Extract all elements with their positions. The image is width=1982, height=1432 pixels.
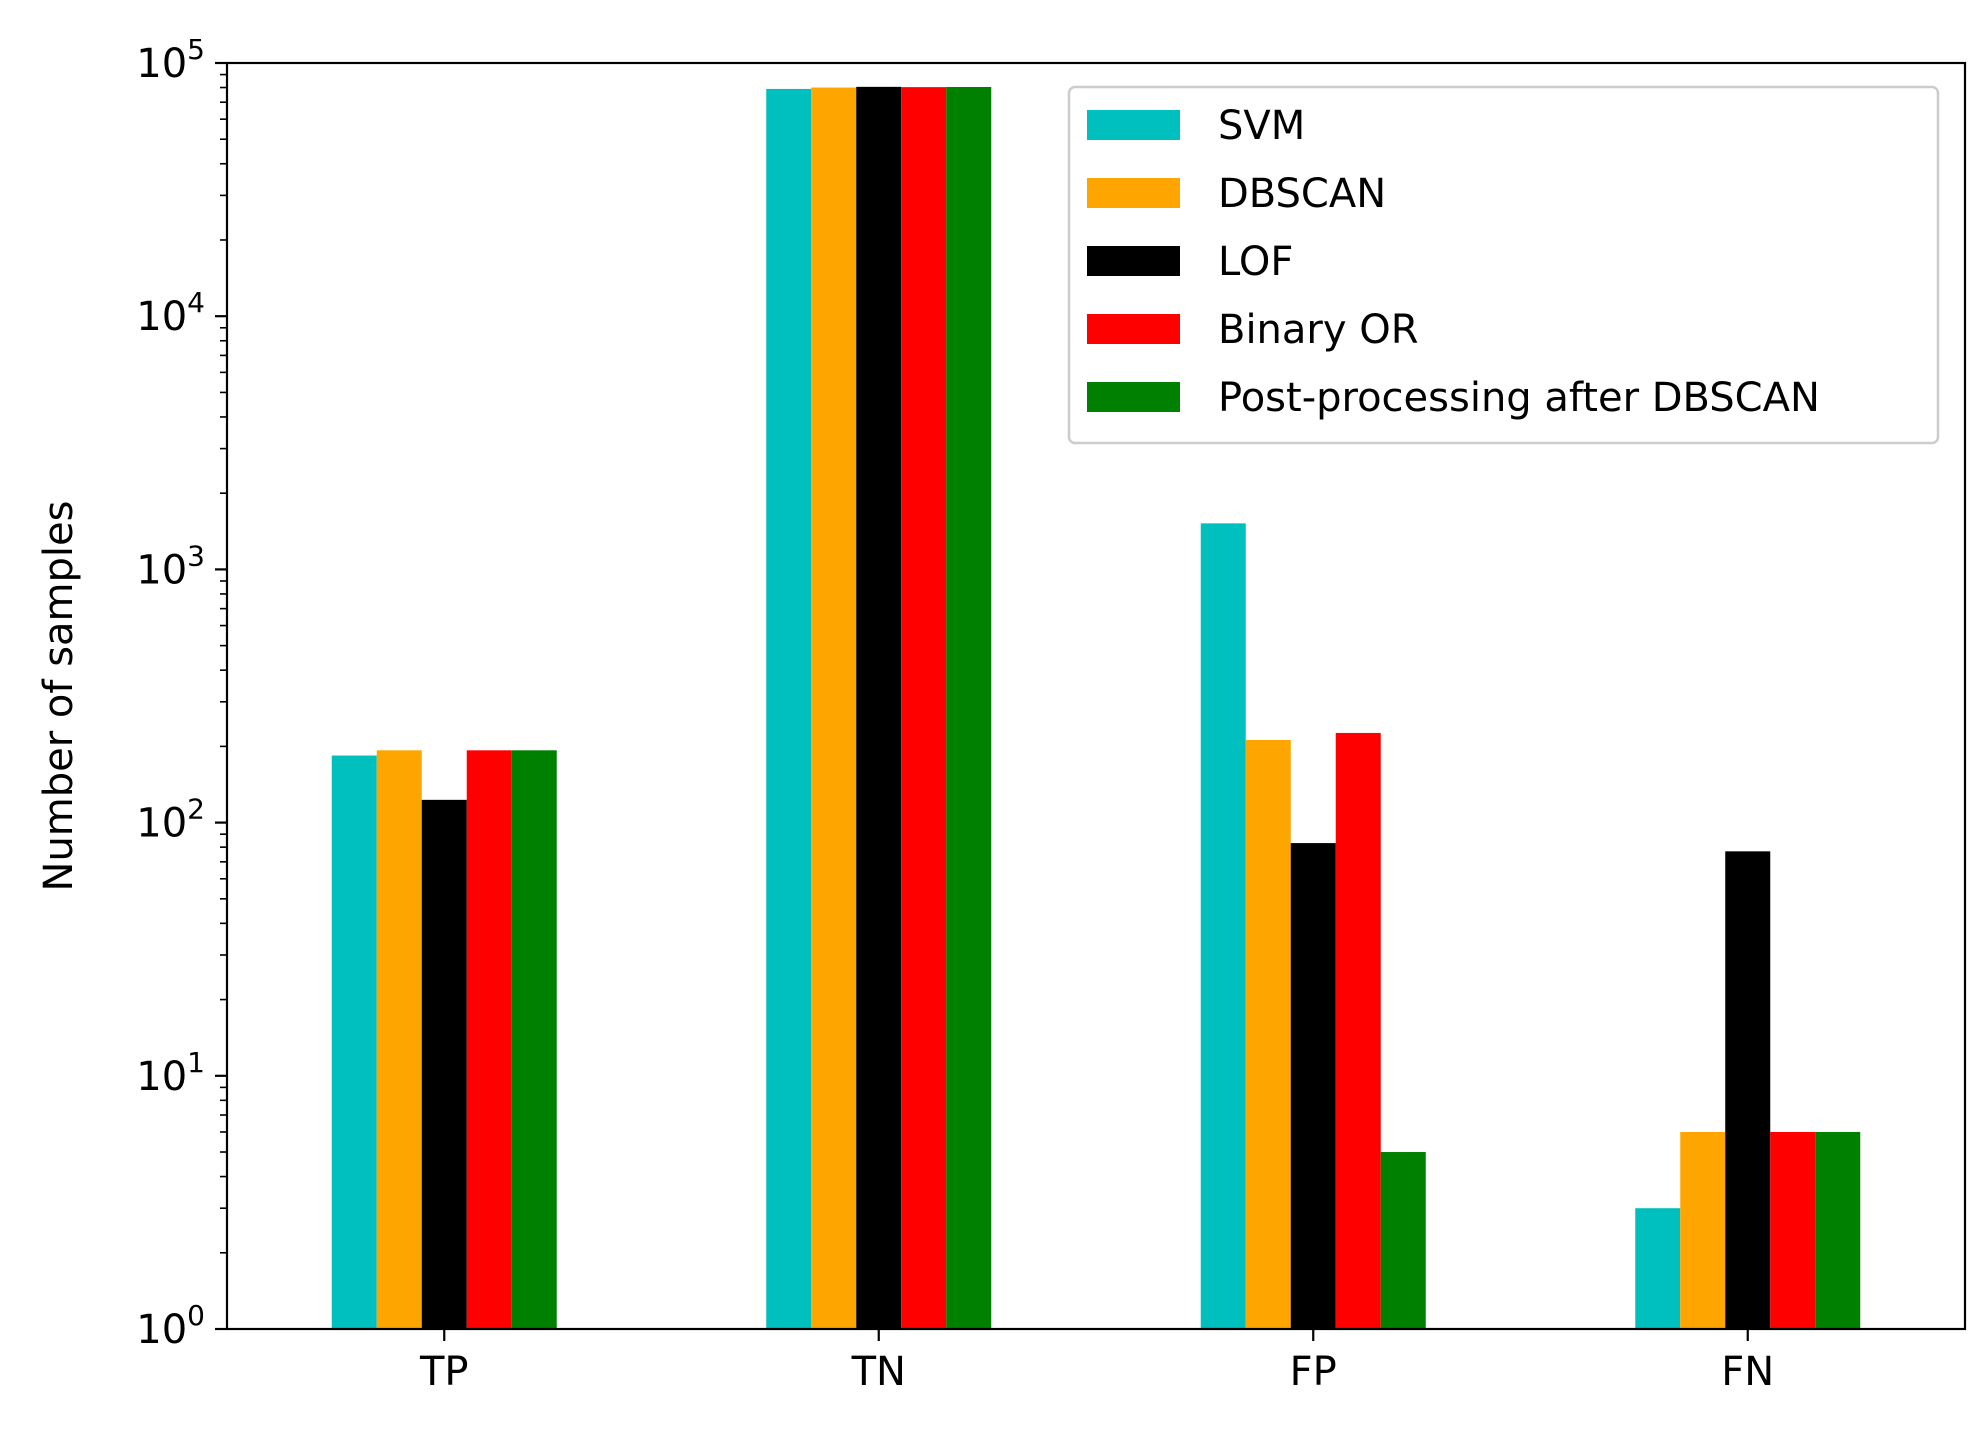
legend-swatch — [1087, 382, 1180, 412]
y-tick-label-exponent: 3 — [187, 539, 205, 572]
x-tick-label-fn: FN — [1721, 1349, 1774, 1395]
y-tick-label-exponent: 5 — [187, 33, 205, 66]
bar-tp-svm — [331, 755, 377, 1329]
bar-tn-post-processing-after-dbscan — [946, 86, 992, 1330]
legend-label: LOF — [1218, 239, 1293, 285]
plot-frame — [225, 61, 1967, 1331]
bar-fp-binary-or — [1335, 732, 1381, 1329]
bar-fn-svm — [1635, 1208, 1681, 1329]
bar-tp-binary-or — [466, 750, 512, 1329]
bar-tn-lof — [856, 86, 902, 1330]
legend-swatch — [1087, 178, 1180, 208]
y-tick-label-base: 10 — [136, 41, 187, 87]
bar-fp-dbscan — [1245, 739, 1291, 1329]
legend-swatch — [1087, 110, 1180, 140]
bar-tp-post-processing-after-dbscan — [511, 750, 557, 1329]
x-tick-label-tn: TN — [851, 1349, 906, 1395]
legend-swatch — [1087, 246, 1180, 276]
bar-fn-binary-or — [1770, 1131, 1816, 1329]
bar-tp-lof — [421, 799, 467, 1329]
legend-box — [1067, 85, 1940, 445]
y-tick-label-exponent: 1 — [187, 1046, 205, 1079]
y-tick-label-base: 10 — [136, 801, 187, 847]
bars-layer — [331, 86, 1861, 1330]
bar-fp-svm — [1200, 523, 1246, 1329]
y-tick-label-base: 10 — [136, 294, 187, 340]
y-tick-label-base: 10 — [136, 547, 187, 593]
legend-swatch — [1087, 314, 1180, 344]
bar-tn-svm — [766, 88, 812, 1329]
y-tick-label-exponent: 2 — [187, 793, 205, 826]
legend-label: SVM — [1218, 103, 1305, 149]
y-tick-label: 103 — [136, 539, 205, 593]
y-tick-label: 104 — [136, 286, 205, 340]
bar-fn-dbscan — [1680, 1131, 1726, 1329]
y-tick-label: 101 — [136, 1046, 205, 1100]
bar-fp-post-processing-after-dbscan — [1380, 1152, 1426, 1329]
bar-fn-post-processing-after-dbscan — [1815, 1131, 1861, 1329]
y-axis-label: Number of samples — [36, 501, 82, 892]
y-tick-label-base: 10 — [136, 1054, 187, 1100]
y-tick-label: 105 — [136, 33, 205, 87]
y-tick-label: 100 — [136, 1299, 205, 1353]
legend-label: Post-processing after DBSCAN — [1218, 375, 1820, 421]
y-tick-label: 102 — [136, 793, 205, 847]
bar-tp-dbscan — [376, 750, 422, 1329]
x-axis-ticks: TP TN FP FN — [419, 1329, 1774, 1395]
legend-label: Binary OR — [1218, 307, 1419, 353]
y-tick-label-exponent: 0 — [187, 1299, 205, 1332]
bar-tn-dbscan — [811, 87, 857, 1329]
bar-tn-binary-or — [901, 87, 947, 1329]
bar-fn-lof — [1725, 851, 1771, 1329]
bar-fp-lof — [1290, 843, 1336, 1329]
legend-label: DBSCAN — [1218, 171, 1386, 217]
y-tick-label-base: 10 — [136, 1307, 187, 1353]
x-tick-label-fp: FP — [1290, 1349, 1337, 1395]
y-tick-label-exponent: 4 — [187, 286, 205, 319]
legend: SVM DBSCAN LOF Binary OR Post-processing aft… — [1067, 85, 1940, 445]
x-tick-label-tp: TP — [419, 1349, 469, 1395]
